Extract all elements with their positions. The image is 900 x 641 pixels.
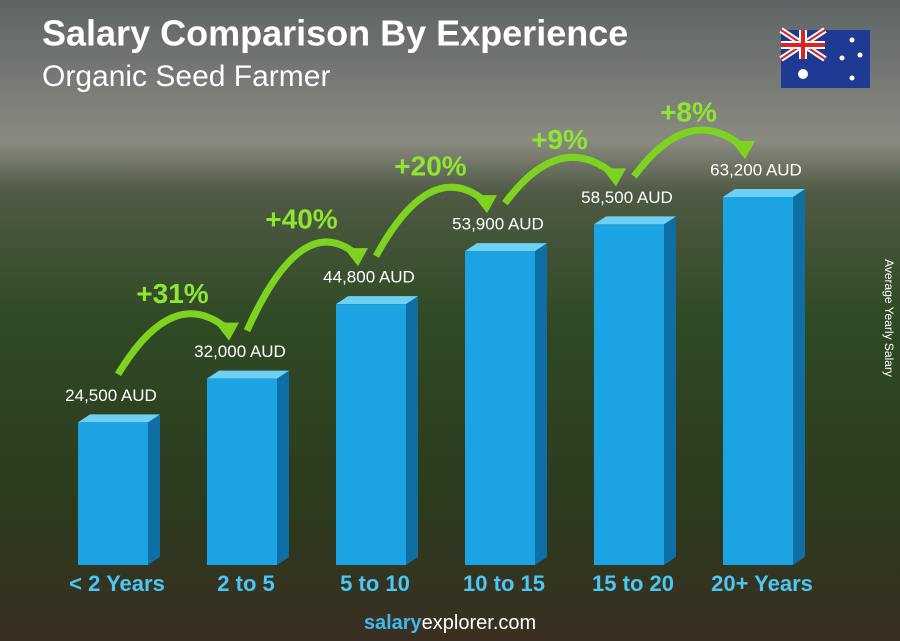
value-label: 63,200 AUD [710,160,802,179]
value-label: 32,000 AUD [194,342,286,361]
brand-salary: salary [364,612,423,634]
increase-label: +20% [394,151,466,182]
bar-side [793,189,805,565]
increase-arrowhead [473,195,497,214]
y-axis-label: Average Yearly Salary [882,259,896,377]
bar-top [336,296,418,305]
bar [336,304,406,565]
increase-arrowhead [215,322,239,341]
chart-subtitle: Organic Seed Farmer [42,60,330,93]
value-label: 53,900 AUD [452,215,544,234]
increase-arrow [372,183,488,258]
bar-top [207,370,289,379]
bar [78,422,148,565]
x-tick-label: 20+ Years [711,571,813,596]
increase-label: +8% [660,96,717,127]
x-tick-label: 10 to 15 [463,571,545,596]
bar [465,251,535,565]
value-label: 24,500 AUD [65,386,157,405]
increase-arrowhead [344,248,368,267]
brand-explorer: explorer.com [422,612,537,634]
increase-arrowhead [602,168,626,187]
increase-arrow [115,310,230,377]
bar-side [277,370,289,565]
increase-arrowhead [731,141,755,159]
x-tick-label: 5 to 10 [340,571,410,596]
bar-top [78,414,160,423]
bar [207,378,277,565]
bar-side [406,296,418,565]
increase-label: +31% [136,278,208,309]
increase-arrow [631,126,746,179]
x-tick-label: 15 to 20 [592,571,674,596]
x-tick-label: < 2 Years [69,571,165,596]
increase-label: +40% [265,204,337,235]
flag [779,27,870,88]
bar-side [148,414,160,565]
bar-top [465,243,547,252]
x-tick-label: 2 to 5 [217,571,274,596]
bar-top [594,216,676,225]
bar [723,197,793,565]
bar-top [723,189,805,197]
brand: salaryexplorer.com [364,612,536,634]
bar-side [664,216,676,565]
increase-arrow [243,238,359,333]
bar [594,224,664,565]
increase-label: +9% [531,124,588,155]
bar-side [535,243,547,565]
increase-arrow [502,153,617,206]
chart-title: Salary Comparison By Experience [42,13,628,54]
value-label: 44,800 AUD [323,268,415,287]
value-label: 58,500 AUD [581,188,673,207]
